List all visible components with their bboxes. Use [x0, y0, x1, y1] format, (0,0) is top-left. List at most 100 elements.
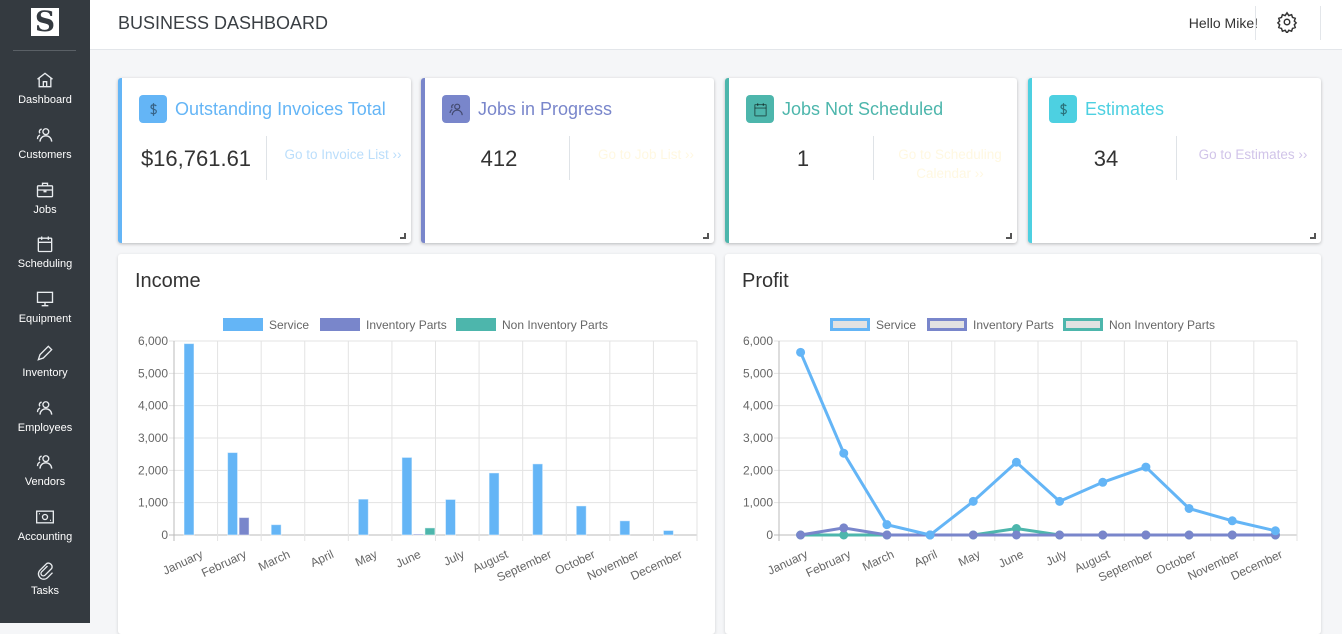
dollar-icon [139, 95, 167, 123]
income-title: Income [135, 270, 201, 292]
data-point [1227, 530, 1237, 540]
sidebar-item-customers[interactable]: Customers [0, 125, 90, 161]
bar [619, 520, 631, 536]
sidebar-item-label: Customers [18, 149, 72, 161]
bar [424, 527, 436, 536]
sidebar-item-accounting[interactable]: Accounting [0, 507, 90, 543]
y-tick-label: 0 [766, 528, 773, 542]
sidebar-item-scheduling[interactable]: Scheduling [0, 234, 90, 270]
sidebar-item-employees[interactable]: Employees [0, 398, 90, 434]
sidebar-item-label: Scheduling [17, 258, 73, 270]
header: BUSINESS DASHBOARD Hello Mike! [90, 0, 1342, 50]
sidebar-item-label: Tasks [30, 585, 60, 597]
sidebar-item-label: Vendors [24, 476, 66, 488]
bar [183, 343, 195, 536]
sidebar: S Dashboard Customers Jobs Scheduling Equipm… [0, 0, 90, 623]
users-icon [36, 455, 53, 469]
resize-handle[interactable] [1006, 233, 1012, 239]
data-point [968, 530, 978, 540]
divider [266, 136, 267, 180]
summary-card: Jobs Not Scheduled 1 Go to Scheduling Ca… [725, 78, 1017, 243]
data-point [1098, 530, 1108, 540]
card-title: Outstanding Invoices Total [175, 99, 386, 119]
logo: S [31, 8, 59, 36]
data-point [925, 530, 935, 540]
sidebar-item-equipment[interactable]: Equipment [0, 289, 90, 325]
data-point [796, 347, 806, 357]
resize-handle[interactable] [1310, 233, 1316, 239]
legend-swatch [456, 318, 496, 331]
sidebar-item-jobs[interactable]: Jobs [0, 180, 90, 216]
x-tick-label: March [256, 547, 292, 574]
profit-chart-panel: Profit 6,000 5,000 4,000 3,000 2,000 1,000 0 Ja… [725, 254, 1321, 634]
data-point [839, 523, 849, 533]
legend-swatch [223, 318, 263, 331]
card-value: $16,761.61 [140, 146, 252, 171]
card-title: Estimates [1085, 99, 1165, 119]
sidebar-item-label: Inventory [22, 367, 68, 379]
resize-handle[interactable] [703, 233, 709, 239]
y-tick-label: 3,000 [138, 431, 168, 445]
bar [270, 524, 282, 536]
sidebar-item-tasks[interactable]: Tasks [0, 561, 90, 597]
users-icon [36, 401, 53, 415]
card-link[interactable]: Go to Scheduling Calendar ›› [898, 147, 1002, 181]
card-link[interactable]: Go to Invoice List ›› [284, 147, 402, 162]
summary-card: Jobs in Progress 412 Go to Job List ›› [421, 78, 714, 243]
data-point [1011, 457, 1021, 467]
legend-swatch [320, 318, 360, 331]
users-icon [36, 128, 53, 142]
data-point [1184, 530, 1194, 540]
y-tick-label: 4,000 [743, 399, 773, 413]
x-tick-label: May [353, 547, 379, 569]
gear-icon[interactable] [1276, 11, 1298, 33]
y-tick-label: 5,000 [138, 366, 168, 380]
y-tick-label: 5,000 [743, 366, 773, 380]
data-point [1098, 477, 1108, 487]
y-tick-label: 3,000 [743, 431, 773, 445]
resize-handle[interactable] [400, 233, 406, 239]
sidebar-item-vendors[interactable]: Vendors [0, 452, 90, 488]
sidebar-item-dashboard[interactable]: Dashboard [0, 70, 90, 106]
sidebar-item-label: Equipment [18, 313, 72, 325]
x-tick-label: February [804, 547, 853, 580]
y-tick-label: 6,000 [138, 334, 168, 348]
data-point [1141, 462, 1151, 472]
data-point [882, 530, 892, 540]
pencil-icon [37, 345, 53, 361]
bar [662, 529, 674, 536]
bar [401, 456, 413, 536]
briefcase-icon [36, 182, 54, 198]
sidebar-item-label: Jobs [33, 204, 57, 216]
cash-icon [36, 510, 54, 524]
legend-swatch [927, 318, 967, 331]
legend-label: Non Inventory Parts [502, 318, 608, 332]
data-point [1227, 516, 1237, 526]
sidebar-item-label: Accounting [17, 531, 73, 543]
card-link[interactable]: Go to Estimates ›› [1198, 147, 1308, 162]
profit-title: Profit [742, 270, 789, 292]
x-tick-label: January [160, 547, 205, 578]
income-chart-panel: Income 6,000 5,000 4,000 3,000 2,000 1,000 0 Ja… [118, 254, 715, 634]
divider [1320, 6, 1321, 40]
summary-card: Estimates 34 Go to Estimates ›› [1028, 78, 1321, 243]
sidebar-item-inventory[interactable]: Inventory [0, 343, 90, 379]
data-point [1184, 503, 1194, 513]
data-point [1055, 530, 1065, 540]
divider [569, 136, 570, 180]
divider [1176, 136, 1177, 180]
users-icon [442, 95, 470, 123]
card-link[interactable]: Go to Job List ›› [597, 147, 695, 162]
bar [575, 505, 587, 536]
y-tick-label: 6,000 [743, 334, 773, 348]
calendar-icon [37, 236, 53, 253]
divider [13, 50, 76, 51]
paperclip-icon [37, 562, 53, 580]
data-point [968, 496, 978, 506]
sidebar-item-label: Employees [17, 422, 73, 434]
profit-chart: 6,000 5,000 4,000 3,000 2,000 1,000 0 JanuaryFe… [743, 318, 1298, 585]
legend-swatch [830, 318, 870, 331]
y-tick-label: 1,000 [138, 496, 168, 510]
x-tick-label: April [308, 547, 336, 570]
y-tick-label: 1,000 [743, 496, 773, 510]
